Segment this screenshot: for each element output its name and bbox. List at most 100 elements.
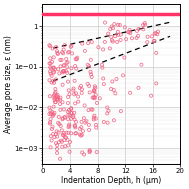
Point xyxy=(48,79,51,82)
Point xyxy=(67,108,70,112)
Point xyxy=(74,132,77,135)
Point xyxy=(66,71,69,74)
Point xyxy=(112,89,115,92)
Point xyxy=(114,35,117,38)
Point xyxy=(108,47,111,50)
Point xyxy=(114,92,117,95)
Point xyxy=(67,51,70,54)
Point xyxy=(61,145,64,148)
Point xyxy=(90,75,93,78)
Point xyxy=(63,64,66,67)
Point xyxy=(51,125,54,128)
Point xyxy=(101,63,104,66)
Point xyxy=(60,129,63,132)
Point xyxy=(153,32,156,35)
Point xyxy=(49,146,52,149)
Point xyxy=(61,118,64,121)
Point xyxy=(50,112,53,115)
Point xyxy=(74,64,77,67)
Point xyxy=(88,150,91,153)
Point xyxy=(83,104,86,107)
Point xyxy=(54,142,57,145)
Point xyxy=(101,48,105,51)
Point xyxy=(107,32,110,35)
Point xyxy=(57,121,60,124)
Point xyxy=(49,72,52,75)
Point xyxy=(80,133,83,136)
Point xyxy=(67,95,70,98)
Point xyxy=(93,96,96,99)
Point xyxy=(116,40,119,43)
Point xyxy=(92,118,95,121)
Point xyxy=(63,70,66,73)
Point xyxy=(72,116,75,119)
Point xyxy=(91,96,94,99)
Point xyxy=(60,58,63,61)
Point xyxy=(63,44,66,47)
Point xyxy=(59,157,62,160)
Point xyxy=(50,67,53,70)
Point xyxy=(137,86,140,89)
Point xyxy=(67,113,70,116)
Point xyxy=(119,33,122,36)
Point xyxy=(67,89,70,92)
Point xyxy=(70,67,73,70)
Point xyxy=(142,28,145,31)
Point xyxy=(78,86,81,89)
Point xyxy=(103,40,106,43)
Point xyxy=(62,70,65,73)
Point xyxy=(68,114,71,117)
Point xyxy=(54,133,57,136)
Point xyxy=(102,83,105,86)
Point xyxy=(62,108,65,111)
Point xyxy=(111,40,114,43)
Point xyxy=(64,136,67,139)
Point xyxy=(117,33,120,36)
Point xyxy=(101,66,104,69)
Point xyxy=(154,32,157,35)
Point xyxy=(77,95,80,98)
Point xyxy=(78,133,81,136)
Point xyxy=(92,90,95,93)
Point xyxy=(94,86,97,89)
Point xyxy=(67,80,70,83)
Point xyxy=(80,91,83,94)
Point xyxy=(70,108,73,111)
Point xyxy=(57,98,60,101)
Point xyxy=(97,46,100,49)
Point xyxy=(69,140,72,143)
Point xyxy=(135,36,138,40)
X-axis label: Indentation Depth, h (μm): Indentation Depth, h (μm) xyxy=(61,176,161,185)
Point xyxy=(50,74,53,77)
Point xyxy=(67,125,70,129)
Point xyxy=(59,58,62,61)
Point xyxy=(53,97,56,100)
Point xyxy=(70,132,73,135)
Point xyxy=(86,63,89,66)
Point xyxy=(65,61,68,64)
Point xyxy=(83,50,86,53)
Point xyxy=(55,130,58,133)
Point xyxy=(106,112,109,115)
Point xyxy=(80,84,83,88)
Point xyxy=(107,109,110,112)
Point xyxy=(88,149,91,152)
Point xyxy=(146,41,149,44)
Point xyxy=(67,144,70,147)
Point xyxy=(152,40,155,43)
Point xyxy=(90,40,93,43)
Point xyxy=(94,117,97,120)
Point xyxy=(54,90,57,93)
Point xyxy=(81,151,84,154)
Point xyxy=(64,70,67,73)
Point xyxy=(94,123,98,126)
Point xyxy=(62,48,65,51)
Point xyxy=(52,79,55,82)
Point xyxy=(69,117,72,120)
Point xyxy=(80,126,83,129)
Point xyxy=(68,125,71,128)
Point xyxy=(111,80,114,83)
Point xyxy=(56,96,59,99)
Point xyxy=(61,101,64,104)
Point xyxy=(52,71,55,74)
